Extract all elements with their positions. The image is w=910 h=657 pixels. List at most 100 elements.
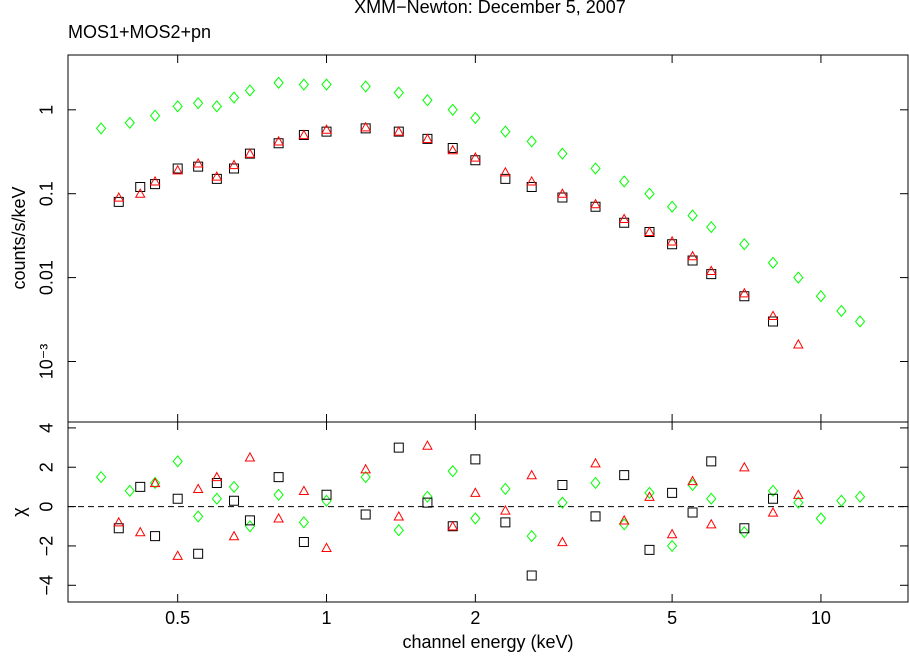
y-tick-label: 1: [37, 105, 57, 115]
data-point: [124, 116, 135, 129]
data-point: [792, 489, 804, 499]
data-point: [228, 530, 240, 541]
data-point: [228, 159, 240, 170]
data-point: [500, 482, 511, 496]
data-point: [526, 175, 538, 186]
data-point: [557, 147, 568, 160]
data-point: [211, 471, 223, 482]
y-tick-label: −2: [37, 536, 57, 557]
data-point: [113, 523, 124, 534]
data-point: [470, 155, 481, 166]
data-point: [172, 164, 184, 175]
data-point: [705, 518, 717, 529]
data-point: [470, 111, 481, 125]
data-point: [393, 126, 405, 136]
data-point: [211, 173, 222, 184]
data-point: [135, 481, 146, 492]
data-point: [644, 226, 655, 237]
data-point: [422, 490, 433, 503]
data-point: [666, 539, 678, 553]
data-point: [687, 209, 698, 222]
data-point: [244, 148, 255, 159]
data-point: [687, 478, 698, 492]
panel-frame: [67, 421, 909, 603]
data-point: [706, 220, 717, 234]
data-point: [113, 192, 125, 202]
data-point: [590, 162, 601, 175]
chart-title: XMM−Newton: December 5, 2007: [354, 0, 626, 17]
data-point: [393, 442, 404, 453]
data-point: [768, 493, 779, 504]
data-point: [211, 492, 222, 505]
data-point: [590, 511, 601, 522]
data-point: [393, 126, 404, 137]
data-point: [298, 130, 309, 141]
data-point: [273, 488, 284, 501]
data-point: [768, 316, 779, 327]
data-point: [792, 338, 804, 349]
data-point: [447, 521, 458, 532]
data-point: [666, 235, 678, 246]
data-point: [526, 135, 537, 148]
data-point: [193, 510, 204, 523]
data-point: [815, 512, 827, 525]
data-point: [618, 213, 630, 224]
data-point: [767, 256, 779, 270]
data-point: [113, 196, 124, 207]
data-point: [211, 100, 222, 113]
data-point: [172, 550, 184, 560]
data-point: [211, 477, 222, 488]
data-point: [687, 255, 698, 266]
data-point: [321, 489, 332, 500]
data-point: [447, 464, 458, 478]
data-point: [836, 304, 847, 318]
data-point: [644, 491, 655, 501]
data-point: [470, 454, 481, 465]
data-point: [229, 495, 240, 506]
data-point: [644, 187, 655, 200]
data-point: [244, 84, 256, 97]
data-point: [557, 496, 568, 509]
data-point: [321, 494, 332, 507]
data-point: [422, 94, 433, 107]
data-point: [321, 78, 332, 91]
y-tick-label: −4: [37, 575, 57, 596]
data-point: [228, 91, 240, 104]
data-point: [618, 514, 630, 525]
data-point: [793, 271, 804, 284]
data-point: [557, 188, 568, 198]
data-point: [273, 76, 284, 89]
y-tick-label: 2: [37, 462, 57, 472]
data-point: [134, 526, 146, 537]
data-point: [244, 515, 255, 526]
data-point: [113, 516, 125, 527]
data-point: [134, 188, 146, 198]
data-point: [619, 175, 630, 188]
data-point: [298, 516, 310, 529]
data-point: [193, 548, 204, 559]
data-point: [836, 494, 847, 507]
data-point: [815, 290, 827, 303]
y-axis-label: χ: [9, 507, 29, 517]
data-point: [854, 315, 866, 328]
data-point: [360, 509, 371, 520]
data-point: [447, 520, 459, 531]
data-point: [422, 133, 433, 144]
data-point: [244, 451, 256, 462]
data-point: [422, 133, 433, 143]
data-point: [705, 265, 717, 276]
data-point: [273, 472, 284, 483]
y-tick-label: 0.1: [37, 181, 57, 206]
data-point: [470, 512, 481, 525]
data-point: [739, 238, 750, 251]
data-point: [526, 570, 537, 581]
y-tick-label: 0: [37, 502, 57, 512]
data-point: [192, 483, 204, 493]
data-point: [447, 103, 458, 116]
data-point: [667, 487, 678, 498]
data-point: [470, 151, 481, 162]
data-point: [360, 463, 372, 474]
data-point: [360, 80, 371, 93]
data-point: [150, 179, 161, 190]
data-point: [619, 470, 630, 481]
